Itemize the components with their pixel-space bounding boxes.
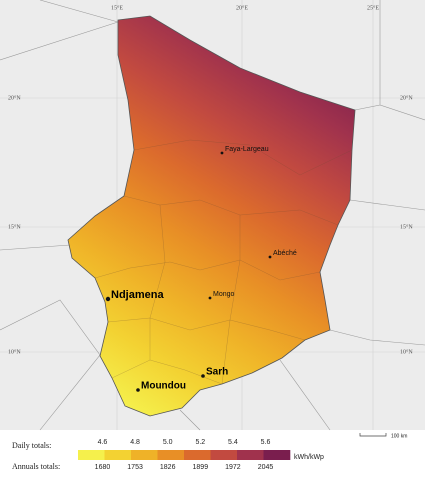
legend-unit: kWh/kWp (294, 454, 324, 461)
graticule-right-label: 20°N (400, 94, 413, 101)
legend-annual-tick: 2045 (258, 464, 274, 471)
legend-swatch (263, 450, 291, 460)
city-label: Faya-Largeau (225, 146, 269, 153)
legend-swatch (104, 450, 132, 460)
graticule-left-label: 20°N (8, 94, 21, 101)
graticule-top-label: 20°E (236, 4, 248, 11)
scale-bar: 100 km (359, 433, 407, 439)
graticule-right-label: 15°N (400, 223, 413, 230)
city-label: Mongo (213, 291, 235, 298)
city-label: Abéché (273, 250, 297, 257)
legend-annual-tick: 1753 (127, 464, 143, 471)
graticule-top-label: 15°E (111, 4, 123, 11)
scale-bar-label: 100 km (391, 433, 407, 439)
city-dot (268, 255, 272, 259)
legend-swatch (237, 450, 264, 460)
legend-annual-tick: 1899 (193, 464, 209, 471)
city-layer: Faya-Largeau Abéché Ndjamena Mongo Sarh Mound… (105, 146, 297, 392)
legend: Daily totals: Annuals totals: kWh/kWp 4.… (12, 439, 324, 471)
legend-daily-tick: 4.6 (98, 439, 108, 446)
city-label: Sarh (206, 367, 228, 378)
graticule-top-label: 25°E (367, 4, 379, 11)
legend-daily-label: Daily totals: (12, 441, 51, 450)
legend-daily-tick: 5.0 (163, 439, 173, 446)
legend-daily-tick: 5.4 (228, 439, 238, 446)
legend-swatch (210, 450, 238, 460)
city-dot (105, 296, 111, 302)
city-label: Ndjamena (111, 289, 164, 301)
legend-annual-tick: 1972 (225, 464, 241, 471)
legend-swatch (131, 450, 158, 460)
legend-daily-tick: 5.2 (195, 439, 205, 446)
city-dot (208, 296, 212, 300)
city-dot (220, 151, 224, 155)
graticule-right-label: 10°N (400, 348, 413, 355)
legend-annual-tick: 1826 (160, 464, 176, 471)
legend-swatch (78, 450, 105, 460)
city-label: Moundou (141, 381, 186, 392)
chad-territory (67, 15, 356, 417)
neighbour-borders (0, 0, 425, 431)
scale-bar-line (359, 433, 387, 437)
legend-swatch (184, 450, 211, 460)
graticule-left-label: 10°N (8, 348, 21, 355)
legend-annual-tick: 1680 (95, 464, 111, 471)
graticule-labels: 15°E 20°E 25°E 20°N 15°N 10°N 20°N 15°N 10°N (8, 4, 413, 355)
legend-swatch (157, 450, 185, 460)
city-dot (136, 388, 140, 392)
legend-annual-label: Annuals totals: (12, 462, 60, 471)
legend-daily-tick: 4.8 (130, 439, 140, 446)
city-dot (201, 374, 205, 378)
graticule-left-label: 15°N (8, 223, 21, 230)
legend-daily-tick: 5.6 (261, 439, 271, 446)
